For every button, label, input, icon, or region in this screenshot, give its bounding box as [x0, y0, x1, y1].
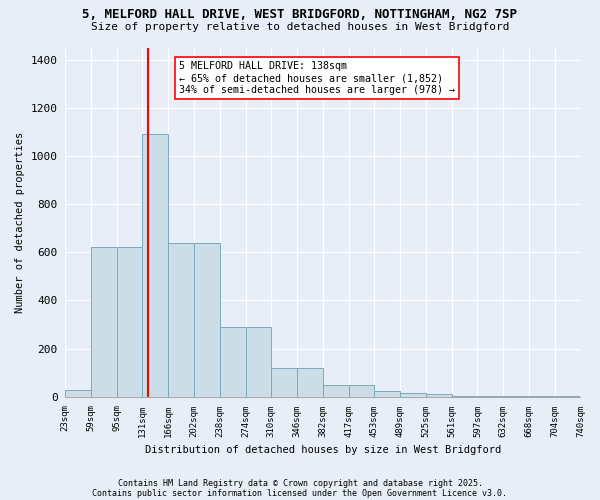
Text: Contains HM Land Registry data © Crown copyright and database right 2025.: Contains HM Land Registry data © Crown c… — [118, 478, 482, 488]
Bar — [91, 248, 117, 397]
Text: Size of property relative to detached houses in West Bridgford: Size of property relative to detached ho… — [91, 22, 509, 32]
Bar — [117, 248, 142, 397]
X-axis label: Distribution of detached houses by size in West Bridgford: Distribution of detached houses by size … — [145, 445, 501, 455]
Bar — [65, 390, 91, 397]
Bar — [245, 327, 271, 397]
Bar — [271, 368, 297, 397]
Bar — [297, 368, 323, 397]
Bar — [220, 327, 245, 397]
Bar — [168, 242, 194, 397]
Bar — [400, 393, 426, 397]
Y-axis label: Number of detached properties: Number of detached properties — [15, 132, 25, 313]
Text: 5 MELFORD HALL DRIVE: 138sqm
← 65% of detached houses are smaller (1,852)
34% of: 5 MELFORD HALL DRIVE: 138sqm ← 65% of de… — [179, 62, 455, 94]
Bar — [142, 134, 168, 397]
Text: 5, MELFORD HALL DRIVE, WEST BRIDGFORD, NOTTINGHAM, NG2 7SP: 5, MELFORD HALL DRIVE, WEST BRIDGFORD, N… — [83, 8, 517, 20]
Bar — [323, 384, 349, 397]
Text: Contains public sector information licensed under the Open Government Licence v3: Contains public sector information licen… — [92, 488, 508, 498]
Bar — [374, 391, 400, 397]
Bar — [194, 242, 220, 397]
Bar — [349, 384, 374, 397]
Bar — [478, 396, 503, 397]
Bar — [426, 394, 452, 397]
Bar — [452, 396, 478, 397]
